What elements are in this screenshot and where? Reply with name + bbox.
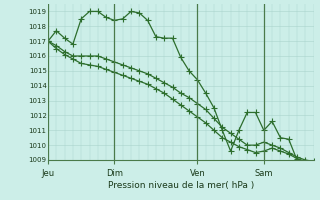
X-axis label: Pression niveau de la mer( hPa ): Pression niveau de la mer( hPa ) xyxy=(108,181,254,190)
